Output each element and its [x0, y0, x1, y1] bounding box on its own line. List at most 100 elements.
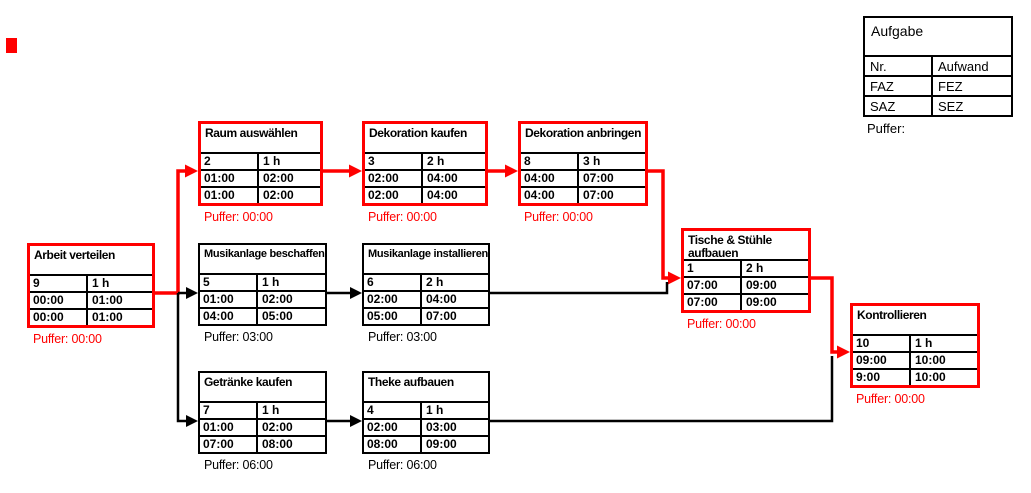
task-box: Raum auswählen 2 1 h 01:00 02:00 01:00 02:0… — [198, 121, 323, 206]
task-nr: 10 — [853, 336, 911, 351]
task-title: Musikanlage beschaffen — [200, 245, 325, 275]
task-faz: 01:00 — [200, 292, 258, 307]
task-title: Raum auswählen — [201, 124, 320, 154]
task-puffer: Puffer: 00:00 — [687, 317, 756, 331]
task-node-theke-aufbauen: Theke aufbauen 4 1 h 02:00 03:00 08:00 09:0… — [362, 371, 490, 472]
edge-theke-kontrollieren — [490, 356, 834, 423]
task-node-kontrollieren: Kontrollieren 10 1 h 09:00 10:00 9:00 10:00… — [850, 303, 980, 406]
task-title: Arbeit verteilen — [30, 246, 152, 276]
task-nr: 4 — [364, 403, 422, 418]
task-aufwand: 1 h — [262, 275, 280, 289]
task-box: Kontrollieren 10 1 h 09:00 10:00 9:00 10:00 — [850, 303, 980, 388]
task-title: Kontrollieren — [853, 306, 977, 336]
task-faz: 01:00 — [200, 420, 258, 435]
task-box: Arbeit verteilen 9 1 h 00:00 01:00 00:00 01… — [27, 243, 155, 328]
task-sez: 10:00 — [915, 370, 946, 384]
task-title: Dekoration kaufen — [365, 124, 485, 154]
legend-puffer-label: Puffer: — [867, 121, 906, 136]
task-faz: 00:00 — [30, 293, 88, 308]
task-fez: 09:00 — [746, 278, 777, 292]
task-faz: 02:00 — [365, 171, 423, 186]
task-box: Musikanlage beschaffen 5 1 h 01:00 02:00 0… — [198, 243, 327, 326]
task-puffer: Puffer: 06:00 — [204, 458, 273, 472]
task-puffer: Puffer: 06:00 — [368, 458, 437, 472]
task-nr: 6 — [364, 275, 422, 290]
task-faz: 09:00 — [853, 353, 911, 368]
legend-nr: Nr. — [865, 57, 933, 75]
red-mark — [6, 38, 17, 53]
task-faz: 07:00 — [684, 278, 742, 293]
task-node-tische-stuehle-aufbauen: Tische & Stühle aufbauen 1 2 h 07:00 09:00… — [681, 228, 811, 331]
task-nr: 2 — [201, 154, 259, 169]
task-fez: 04:00 — [427, 171, 458, 185]
task-sez: 07:00 — [583, 188, 614, 202]
edge-dekoanbringen-tische — [648, 169, 681, 285]
legend-faz: FAZ — [865, 77, 933, 95]
task-saz: 07:00 — [684, 295, 742, 310]
task-aufwand: 1 h — [426, 403, 444, 417]
legend: Aufgabe Nr. Aufwand FAZ FEZ SAZ SEZ Puff… — [863, 16, 1013, 136]
legend-aufwand: Aufwand — [938, 59, 989, 74]
task-saz: 9:00 — [853, 370, 911, 385]
task-sez: 04:00 — [427, 188, 458, 202]
task-aufwand: 2 h — [746, 261, 764, 275]
legend-fez: FEZ — [938, 79, 963, 94]
task-node-musikanlage-installieren: Musikanlage installieren 6 2 h 02:00 04:00… — [362, 243, 490, 344]
task-nr: 8 — [521, 154, 579, 169]
task-puffer: Puffer: 03:00 — [204, 330, 273, 344]
task-fez: 04:00 — [426, 292, 457, 306]
task-aufwand: 1 h — [92, 276, 110, 290]
task-sez: 05:00 — [262, 309, 293, 323]
task-aufwand: 2 h — [427, 154, 445, 168]
task-nr: 3 — [365, 154, 423, 169]
task-nr: 7 — [200, 403, 258, 418]
edge-musikinstallieren-tische — [490, 282, 669, 295]
task-saz: 08:00 — [364, 437, 422, 452]
legend-row-headers: Nr. Aufwand — [865, 57, 1011, 77]
task-node-dekoration-kaufen: Dekoration kaufen 3 2 h 02:00 04:00 02:00 0… — [362, 121, 488, 224]
legend-row-saz-sez: SAZ SEZ — [865, 97, 1011, 115]
task-fez: 02:00 — [262, 292, 293, 306]
task-puffer: Puffer: 00:00 — [368, 210, 437, 224]
task-fez: 01:00 — [92, 293, 123, 307]
legend-title: Aufgabe — [865, 18, 1011, 57]
task-puffer: Puffer: 00:00 — [524, 210, 593, 224]
task-title: Musikanlage installieren — [364, 245, 488, 275]
task-puffer: Puffer: 00:00 — [33, 332, 102, 346]
task-saz: 04:00 — [200, 309, 258, 324]
task-sez: 02:00 — [263, 188, 294, 202]
task-nr: 9 — [30, 276, 88, 291]
task-fez: 03:00 — [426, 420, 457, 434]
task-fez: 02:00 — [263, 171, 294, 185]
task-node-raum-auswaehlen: Raum auswählen 2 1 h 01:00 02:00 01:00 02:0… — [198, 121, 323, 224]
task-box: Tische & Stühle aufbauen 1 2 h 07:00 09:00… — [681, 228, 811, 313]
task-sez: 08:00 — [262, 437, 293, 451]
task-nr: 5 — [200, 275, 258, 290]
task-saz: 00:00 — [30, 310, 88, 325]
task-box: Musikanlage installieren 6 2 h 02:00 04:00… — [362, 243, 490, 326]
task-node-musikanlage-beschaffen: Musikanlage beschaffen 5 1 h 01:00 02:00 0… — [198, 243, 327, 344]
task-aufwand: 1 h — [263, 154, 281, 168]
task-node-arbeit-verteilen: Arbeit verteilen 9 1 h 00:00 01:00 00:00 01… — [27, 243, 155, 346]
edge-arbeit-raum — [155, 164, 198, 295]
task-saz: 04:00 — [521, 188, 579, 203]
edge-tische-kontrollieren — [811, 276, 850, 359]
task-faz: 01:00 — [201, 171, 259, 186]
task-nr: 1 — [684, 261, 742, 276]
task-box: Dekoration anbringen 8 3 h 04:00 07:00 04:… — [518, 121, 648, 206]
task-aufwand: 1 h — [915, 336, 933, 350]
task-box: Dekoration kaufen 3 2 h 02:00 04:00 02:00 0… — [362, 121, 488, 206]
task-aufwand: 3 h — [583, 154, 601, 168]
task-title: Getränke kaufen — [200, 373, 325, 403]
task-sez: 09:00 — [426, 437, 457, 451]
task-node-dekoration-anbringen: Dekoration anbringen 8 3 h 04:00 07:00 04:… — [518, 121, 648, 224]
edge-arbeit-getraenke — [176, 293, 198, 427]
task-sez: 07:00 — [426, 309, 457, 323]
task-saz: 05:00 — [364, 309, 422, 324]
legend-saz: SAZ — [865, 97, 933, 115]
task-aufwand: 2 h — [426, 275, 444, 289]
task-sez: 01:00 — [92, 310, 123, 324]
task-box: Theke aufbauen 4 1 h 02:00 03:00 08:00 09:0… — [362, 371, 490, 454]
task-aufwand: 1 h — [262, 403, 280, 417]
task-sez: 09:00 — [746, 295, 777, 309]
